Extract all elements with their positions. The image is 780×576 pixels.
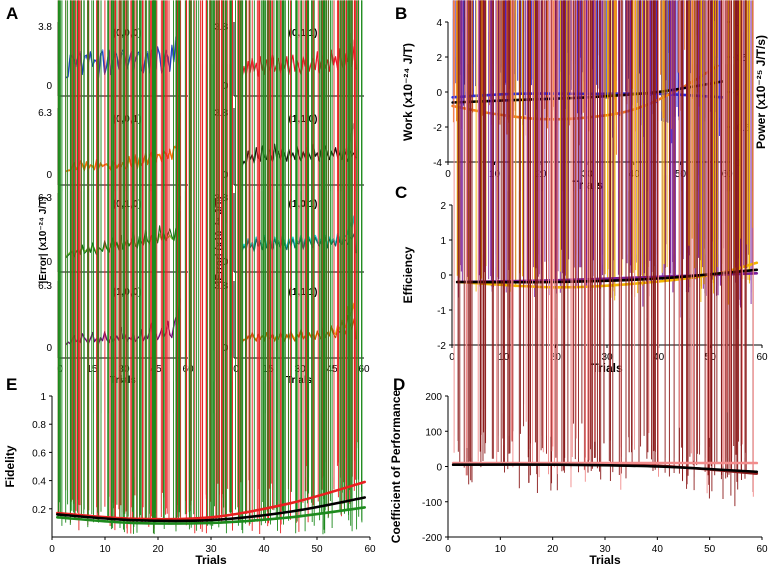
- trend-line-fidelity-alt-: [56, 506, 366, 525]
- scatter-fidelity: [57, 0, 359, 535]
- trend-line-overall: [455, 268, 759, 284]
- x-tick-label: 0: [49, 544, 55, 555]
- x-tick-label: 30: [601, 352, 613, 363]
- x-tick-label: 50: [675, 169, 687, 180]
- trend-line-overall: [451, 463, 759, 474]
- y-tick-label: -2: [433, 123, 442, 134]
- y-tick-label: 200: [425, 392, 442, 403]
- x-tick-label: 10: [495, 544, 507, 555]
- scatter-cop-alt-: [453, 0, 754, 497]
- x-tick-label: 40: [258, 544, 270, 555]
- y-tick-label: 2: [436, 53, 442, 64]
- panel-label-c: C: [395, 183, 407, 202]
- x-tick-label: 0: [445, 169, 451, 180]
- error-line: [65, 39, 181, 79]
- y-tick-label: 0.2: [32, 505, 46, 516]
- panel-label-d: D: [393, 375, 405, 394]
- x-tick: 60: [182, 364, 194, 375]
- y-tick-label: -2: [437, 341, 446, 352]
- x-tick-label: 0: [445, 544, 451, 555]
- y-tick-label: -100: [422, 498, 442, 509]
- x-tick-label: 50: [704, 544, 716, 555]
- x-axis-label: Trials: [195, 553, 227, 567]
- y-tick-label: 0: [436, 88, 442, 99]
- x-tick-label: 50: [311, 544, 323, 555]
- y-tick-label: 0: [436, 463, 442, 474]
- y-tick-label: 1: [40, 392, 46, 403]
- panel-e: 0 10 20 30 40 50 60 Trials 0.2 0.4 0.6 0.8 1 Fidelity: [3, 0, 376, 567]
- x-tick: 60: [358, 364, 370, 375]
- y-tick-min: 0: [46, 170, 52, 181]
- error-line: [65, 298, 181, 346]
- y-tick-label: 0.8: [32, 420, 46, 431]
- y-tick-label: 0: [440, 271, 446, 282]
- x-tick: 30: [294, 364, 306, 375]
- panel-label-b: B: [395, 4, 407, 23]
- y-tick-label: -200: [422, 533, 442, 544]
- y-tick-label: 0.6: [32, 448, 46, 459]
- scatter-fidelity-alt-: [57, 0, 363, 535]
- y-tick-label: 4: [436, 18, 442, 29]
- y-axis-label: Fidelity: [3, 445, 17, 487]
- y-tick-min: 0: [46, 343, 52, 354]
- x-tick-label: 30: [205, 544, 217, 555]
- panel-label-e: E: [6, 375, 17, 394]
- x-axis-label: Trials: [591, 361, 623, 375]
- y-tick-min: 0: [46, 257, 52, 268]
- panel-label-a: A: [6, 4, 18, 23]
- y-tick-max: 3.8: [38, 22, 52, 33]
- x-tick: 0: [233, 364, 239, 375]
- y-tick-label: 1: [440, 236, 446, 247]
- y-axis-label-left: |Error| (x10⁻²⁴ J/T): [38, 197, 49, 284]
- x-tick-label: 10: [489, 169, 501, 180]
- y-tick-max: 6.3: [38, 108, 52, 119]
- y-tick-label: 0.4: [32, 477, 46, 488]
- y-axis-label: Work (x10⁻²⁴ J/T): [401, 43, 415, 141]
- y-axis-label: Coefficient of Performance: [389, 389, 403, 543]
- x-axis-label: Trials: [589, 553, 621, 567]
- x-tick-label: 10: [99, 544, 111, 555]
- y-tick-label: -4: [433, 158, 442, 169]
- y2-axis-label: Power (x10⁻²⁵ J/T/s): [754, 35, 768, 149]
- y-axis-label: Efficiency: [401, 246, 415, 303]
- y-tick-min: 0: [46, 81, 52, 92]
- y-tick-max: 6.3: [38, 193, 52, 204]
- x-tick-label: 20: [152, 544, 164, 555]
- y-tick-label: 2: [440, 201, 446, 212]
- panel-d: 0 10 20 30 40 50 60Trials-200-1000100200Coeffi…: [389, 0, 768, 567]
- y-tick-label: -1: [437, 306, 446, 317]
- x-tick-label: 60: [756, 352, 768, 363]
- y-tick-max: 6.3: [38, 281, 52, 292]
- x-tick-label: 0: [449, 352, 455, 363]
- x-tick-label: 60: [364, 544, 376, 555]
- x-tick-label: 20: [547, 544, 559, 555]
- y-tick-label: 100: [425, 427, 442, 438]
- trend-line-overall: [56, 496, 366, 523]
- x-tick-label: 40: [652, 544, 664, 555]
- x-tick-label: 60: [756, 544, 768, 555]
- x-tick-label: 30: [599, 544, 611, 555]
